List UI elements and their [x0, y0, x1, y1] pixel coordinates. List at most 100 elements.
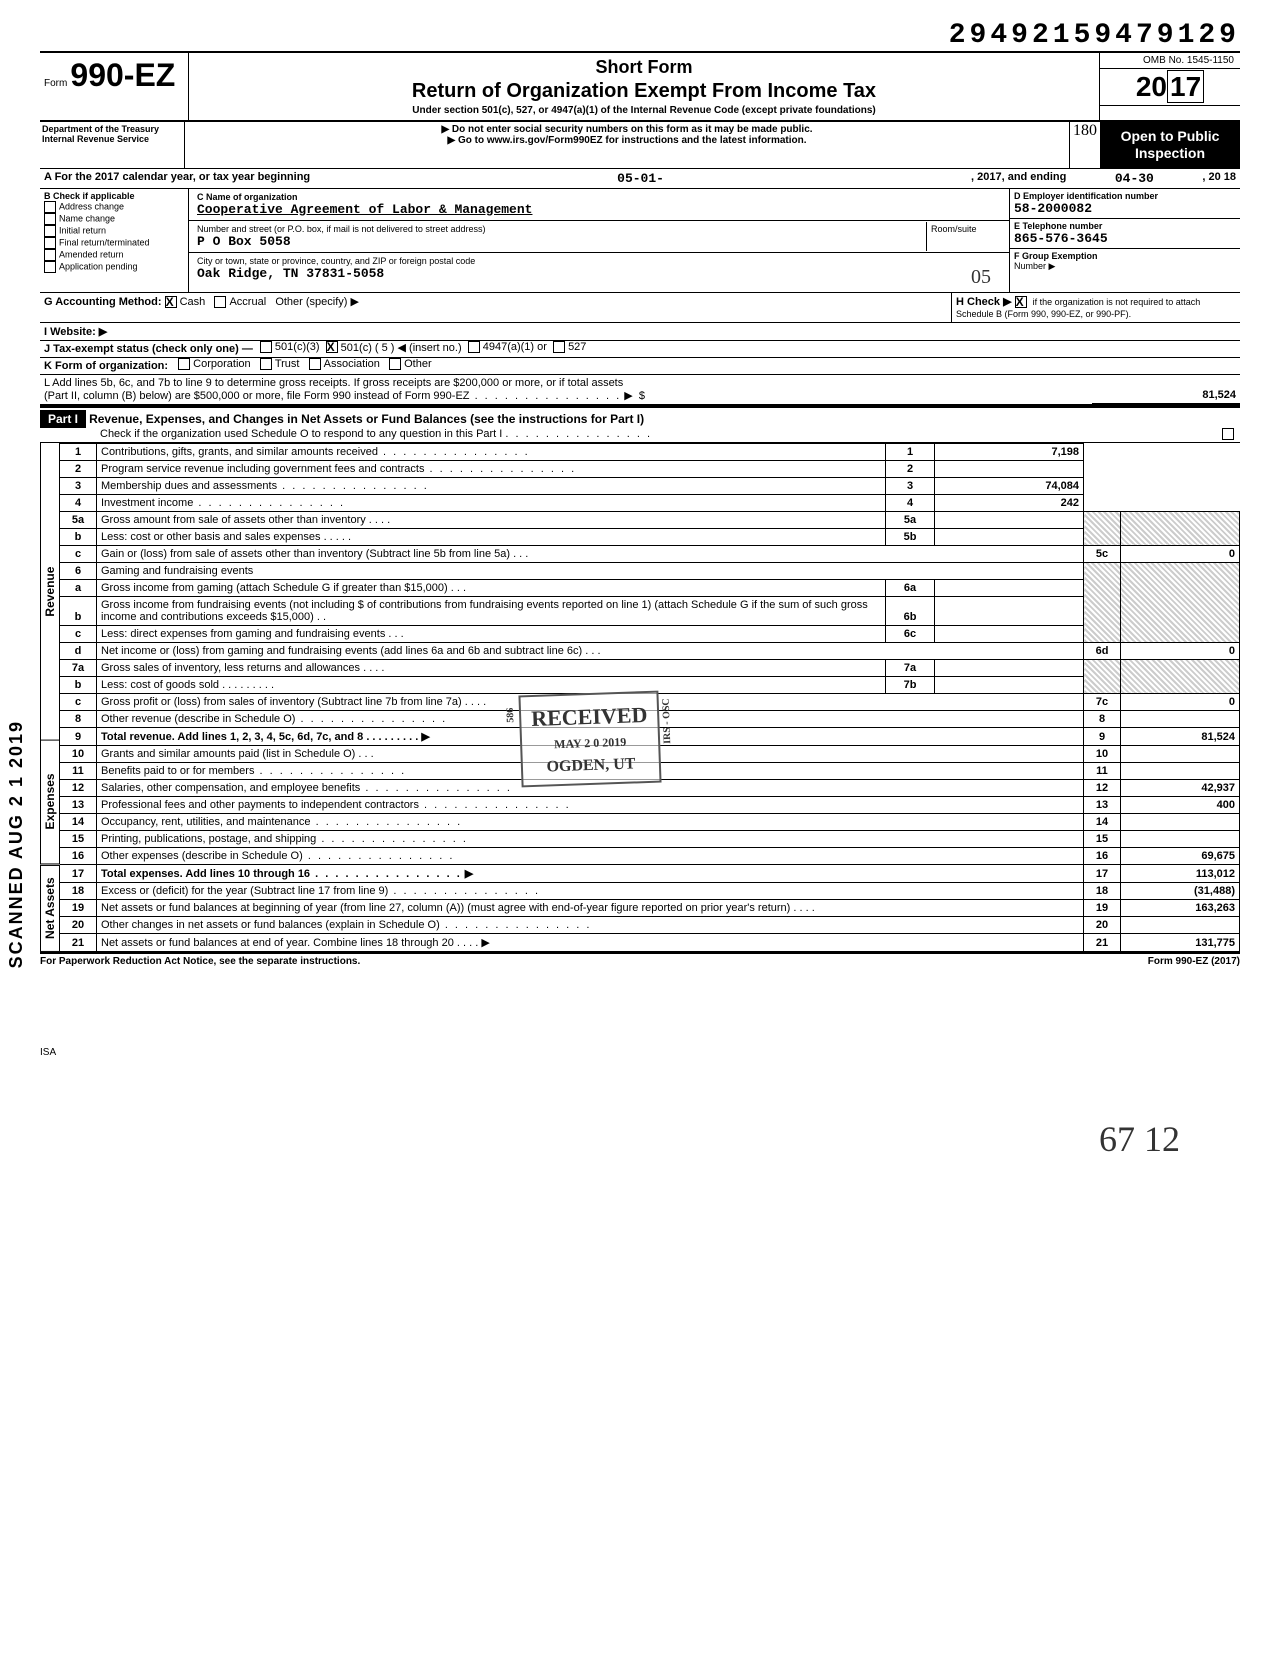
isa-label: ISA — [40, 1047, 1240, 1058]
h-label: H Check ▶ — [956, 296, 1012, 308]
footer-left: For Paperwork Reduction Act Notice, see … — [40, 956, 360, 967]
k-corp: Corporation — [193, 358, 250, 374]
org-city: Oak Ridge, TN 37831-5058 — [197, 266, 384, 281]
line11-amt — [1121, 762, 1240, 779]
line5c-desc: Gain or (loss) from sale of assets other… — [101, 548, 510, 560]
l-text2: (Part II, column (B) below) are $500,000… — [44, 390, 470, 402]
line11-desc: Benefits paid to or for members — [101, 765, 254, 777]
line13-amt: 400 — [1121, 796, 1240, 813]
line17-desc: Total expenses. Add lines 10 through 16 — [101, 868, 310, 880]
checkbox-corp[interactable] — [178, 358, 190, 370]
side-expenses: Expenses — [40, 740, 60, 864]
checkbox-initial-return[interactable] — [44, 225, 56, 237]
line-a-endyear: , 20 18 — [1198, 169, 1240, 188]
bottom-handwriting: 67 12 — [40, 1118, 1240, 1160]
line9-amt: 81,524 — [1121, 727, 1240, 745]
c-street-label: Number and street (or P.O. box, if mail … — [197, 224, 922, 234]
d-label: D Employer identification number — [1014, 191, 1236, 201]
line6d-desc: Net income or (loss) from gaming and fun… — [101, 645, 582, 657]
checkbox-527[interactable] — [553, 341, 565, 353]
dept-row: Department of the Treasury Internal Reve… — [40, 122, 1240, 169]
k-trust: Trust — [275, 358, 300, 374]
ein: 58-2000082 — [1014, 201, 1236, 216]
j-c3: 501(c)(3) — [275, 341, 320, 357]
b-item-5: Application pending — [59, 261, 138, 271]
line10-amt — [1121, 745, 1240, 762]
part1-check-text: Check if the organization used Schedule … — [100, 428, 502, 440]
line19-desc: Net assets or fund balances at beginning… — [101, 902, 790, 914]
checkbox-trust[interactable] — [260, 358, 272, 370]
checkbox-pending[interactable] — [44, 261, 56, 273]
checkbox-501c[interactable] — [326, 341, 338, 353]
line6-desc: Gaming and fundraising events — [97, 562, 1084, 579]
checkbox-name-change[interactable] — [44, 213, 56, 225]
j-527: 527 — [568, 341, 586, 357]
checkbox-address-change[interactable] — [44, 201, 56, 213]
line7c-desc: Gross profit or (loss) from sales of inv… — [101, 696, 462, 708]
i-website: I Website: ▶ — [40, 323, 111, 340]
side-netassets: Net Assets — [40, 865, 60, 952]
dept-label: Department of the Treasury Internal Reve… — [40, 122, 184, 168]
line5b-desc: Less: cost or other basis and sales expe… — [101, 531, 321, 543]
checkbox-accrual[interactable] — [214, 296, 226, 308]
checkbox-part1-schedo[interactable] — [1222, 428, 1234, 440]
line6c-sub: 6c — [886, 625, 935, 642]
subtitle: Under section 501(c), 527, or 4947(a)(1)… — [197, 105, 1091, 116]
no-ssn-note: ▶ Do not enter social security numbers o… — [187, 124, 1067, 135]
line2-desc: Program service revenue including govern… — [101, 463, 424, 475]
room-suite-label: Room/suite — [926, 222, 1005, 251]
k-label: K Form of organization: — [40, 358, 172, 374]
checkbox-amended[interactable] — [44, 249, 56, 261]
line14-amt — [1121, 813, 1240, 830]
org-street: P O Box 5058 — [197, 234, 922, 249]
line2-amt — [935, 460, 1084, 477]
line3-desc: Membership dues and assessments — [101, 480, 277, 492]
line5a-sub: 5a — [886, 511, 935, 528]
line15-desc: Printing, publications, postage, and shi… — [101, 833, 316, 845]
checkbox-final-return[interactable] — [44, 237, 56, 249]
line19-amt: 163,263 — [1121, 899, 1240, 916]
l-text1: L Add lines 5b, 6c, and 7b to line 9 to … — [44, 377, 1088, 389]
f-label2: Number ▶ — [1014, 261, 1236, 272]
tax-year-end: 04-30 — [1070, 169, 1198, 188]
b-item-3: Final return/terminated — [59, 237, 150, 247]
line16-desc: Other expenses (describe in Schedule O) — [101, 850, 303, 862]
line7c-amt: 0 — [1121, 693, 1240, 710]
tax-year-begin: 05-01- — [314, 169, 967, 188]
footer-right: Form 990-EZ (2017) — [1148, 956, 1240, 967]
short-form-label: Short Form — [197, 57, 1091, 78]
line4-amt: 242 — [935, 494, 1084, 511]
checkbox-assoc[interactable] — [309, 358, 321, 370]
checkbox-4947[interactable] — [468, 341, 480, 353]
e-label: E Telephone number — [1014, 221, 1236, 231]
line13-desc: Professional fees and other payments to … — [101, 799, 419, 811]
checkbox-other[interactable] — [389, 358, 401, 370]
org-name: Cooperative Agreement of Labor & Managem… — [197, 202, 1001, 217]
g-label: G Accounting Method: — [44, 296, 162, 308]
g-cash: Cash — [180, 296, 206, 308]
document-number: 29492159479129 — [40, 20, 1240, 51]
line-a: A For the 2017 calendar year, or tax yea… — [40, 169, 1240, 189]
checkbox-h[interactable] — [1015, 296, 1027, 308]
g-accrual: Accrual — [229, 296, 266, 308]
checkbox-cash[interactable] — [165, 296, 177, 308]
checkbox-501c3[interactable] — [260, 341, 272, 353]
scanned-stamp: SCANNED AUG 2 1 2019 — [6, 720, 27, 968]
j-c: 501(c) ( 5 ) ◀ (insert no.) — [341, 341, 462, 357]
line18-desc: Excess or (deficit) for the year (Subtra… — [101, 885, 388, 897]
part1-header: Part I Revenue, Expenses, and Changes in… — [40, 406, 1240, 443]
j-a1: 4947(a)(1) or — [483, 341, 547, 357]
handwritten-note: 180 — [1070, 122, 1100, 168]
line6b-desc: Gross income from fundraising events (no… — [101, 599, 868, 623]
line6a-sub: 6a — [886, 579, 935, 596]
line1-desc: Contributions, gifts, grants, and simila… — [101, 446, 378, 458]
lines-table: 1Contributions, gifts, grants, and simil… — [60, 443, 1240, 952]
k-other: Other — [404, 358, 432, 374]
line21-amt: 131,775 — [1121, 933, 1240, 951]
line20-amt — [1121, 916, 1240, 933]
b-item-4: Amended return — [59, 249, 124, 259]
line9-desc: Total revenue. Add lines 1, 2, 3, 4, 5c,… — [101, 731, 363, 743]
line8-amt — [1121, 710, 1240, 727]
form-label: Form — [44, 78, 67, 89]
line7b-desc: Less: cost of goods sold — [101, 679, 219, 691]
